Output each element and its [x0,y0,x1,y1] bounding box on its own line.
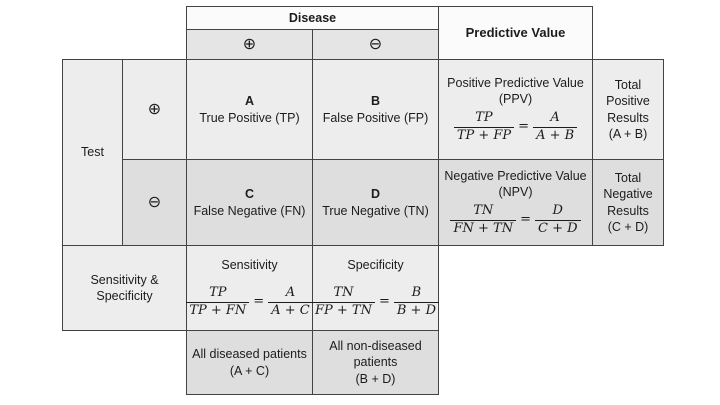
npv-abbr: (NPV) [498,185,533,200]
fraction-numerator: TN [311,285,375,303]
fraction-denominator: B + D [396,302,437,318]
all-non-diseased-patients-label: All non-diseased patients (B + D) [329,339,422,386]
cell-c-letter: C [244,187,255,202]
fraction-denominator: FP + TN [314,302,372,318]
total-positive-results-cell: Total Positive Results (A + B) [592,59,664,160]
total-positive-results-label: Total Positive Results (A + B) [606,78,650,141]
fraction-denominator: TP + FN [189,302,247,318]
equals-sign: = [520,212,531,228]
sensitivity-specificity-header-cell: Sensitivity & Specificity [62,245,187,331]
sensitivity-cell: Sensitivity TP TP + FN = A A + C [186,245,313,331]
specificity-formula: TN FP + TN = B B + D [311,285,440,319]
fraction-denominator: A + C [271,302,310,318]
true-negative-cell: D True Negative (TN) [312,159,439,246]
ppv-cell: Positive Predictive Value (PPV) TP TP + F… [438,59,593,160]
fraction-numerator: A [268,285,313,303]
all-non-diseased-patients-cell: All non-diseased patients (B + D) [312,330,439,395]
fraction-denominator: FN + TN [453,221,514,237]
fraction-numerator: B [393,285,440,303]
fraction-numerator: TP [186,285,250,303]
fraction-numerator: TN [450,203,517,222]
npv-fraction-counts: TN FN + TN [450,203,517,237]
fraction-numerator: D [534,203,581,222]
sensitivity-title: Sensitivity [221,258,278,273]
npv-cell: Negative Predictive Value (NPV) TN FN + T… [438,159,593,246]
test-header-label: Test [81,145,104,160]
all-diseased-patients-label: All diseased patients (A + C) [192,347,307,378]
sensitivity-specificity-label: Sensitivity & Specificity [90,272,159,303]
predictive-value-header-label: Predictive Value [465,24,566,40]
circled-minus-icon: ⊖ [147,192,162,212]
all-diseased-patients-cell: All diseased patients (A + C) [186,330,313,395]
false-negative-cell: C False Negative (FN) [186,159,313,246]
ppv-formula: TP TP + FP = A A + B [453,110,578,144]
sensitivity-fraction-counts: TP TP + FN [186,285,250,319]
disease-negative-header-cell: ⊖ [312,29,439,60]
equals-sign: = [253,293,265,309]
fraction-denominator: TP + FP [456,128,512,144]
cell-a-letter: A [244,94,255,109]
ppv-abbr: (PPV) [498,92,533,107]
sensitivity-formula: TP TP + FN = A A + C [186,285,313,319]
cell-c-label: False Negative (FN) [193,203,306,218]
specificity-title: Specificity [347,258,404,273]
fraction-denominator: A + B [536,128,575,144]
equals-sign: = [378,293,390,309]
equals-sign: = [518,119,530,135]
total-negative-results-cell: Total Negative Results (C + D) [592,159,664,246]
disease-header-cell: Disease [186,6,439,30]
test-header-cell: Test [62,59,123,246]
disease-positive-header-cell: ⊕ [186,29,313,60]
cell-b-letter: B [370,94,381,109]
ppv-fraction-counts: TP TP + FP [453,110,515,144]
fraction-numerator: TP [453,110,515,129]
cell-d-letter: D [370,187,381,202]
test-positive-header-cell: ⊕ [122,59,187,160]
cell-a-label: True Positive (TP) [199,110,300,125]
specificity-fraction-counts: TN FP + TN [311,285,375,319]
predictive-value-header-cell: Predictive Value [438,6,593,60]
false-positive-cell: B False Positive (FP) [312,59,439,160]
total-negative-results-label: Total Negative Results (C + D) [603,171,653,234]
npv-formula: TN FN + TN = D C + D [450,203,581,237]
circled-plus-icon: ⊕ [147,99,162,119]
true-positive-cell: A True Positive (TP) [186,59,313,160]
circled-minus-icon: ⊖ [368,34,383,54]
disease-header-label: Disease [288,10,337,25]
fraction-numerator: A [533,110,578,129]
cell-d-label: True Negative (TN) [322,203,429,218]
fraction-denominator: C + D [537,221,578,237]
circled-plus-icon: ⊕ [242,34,257,54]
ppv-title: Positive Predictive Value [447,75,584,90]
test-negative-header-cell: ⊖ [122,159,187,246]
specificity-cell: Specificity TN FP + TN = B B + D [311,245,440,331]
npv-title: Negative Predictive Value [444,168,587,183]
cell-b-label: False Positive (FP) [322,110,429,125]
